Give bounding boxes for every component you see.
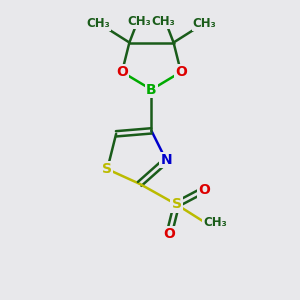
Text: CH₃: CH₃ <box>152 15 175 28</box>
Text: CH₃: CH₃ <box>203 216 227 229</box>
Text: B: B <box>146 82 157 97</box>
Text: O: O <box>175 65 187 79</box>
Text: S: S <box>102 162 112 176</box>
Text: O: O <box>163 227 175 241</box>
Text: N: N <box>160 153 172 167</box>
Text: CH₃: CH₃ <box>87 17 110 30</box>
Text: O: O <box>199 183 210 197</box>
Text: S: S <box>172 197 182 212</box>
Text: CH₃: CH₃ <box>128 15 152 28</box>
Text: CH₃: CH₃ <box>193 17 216 30</box>
Text: O: O <box>116 65 128 79</box>
